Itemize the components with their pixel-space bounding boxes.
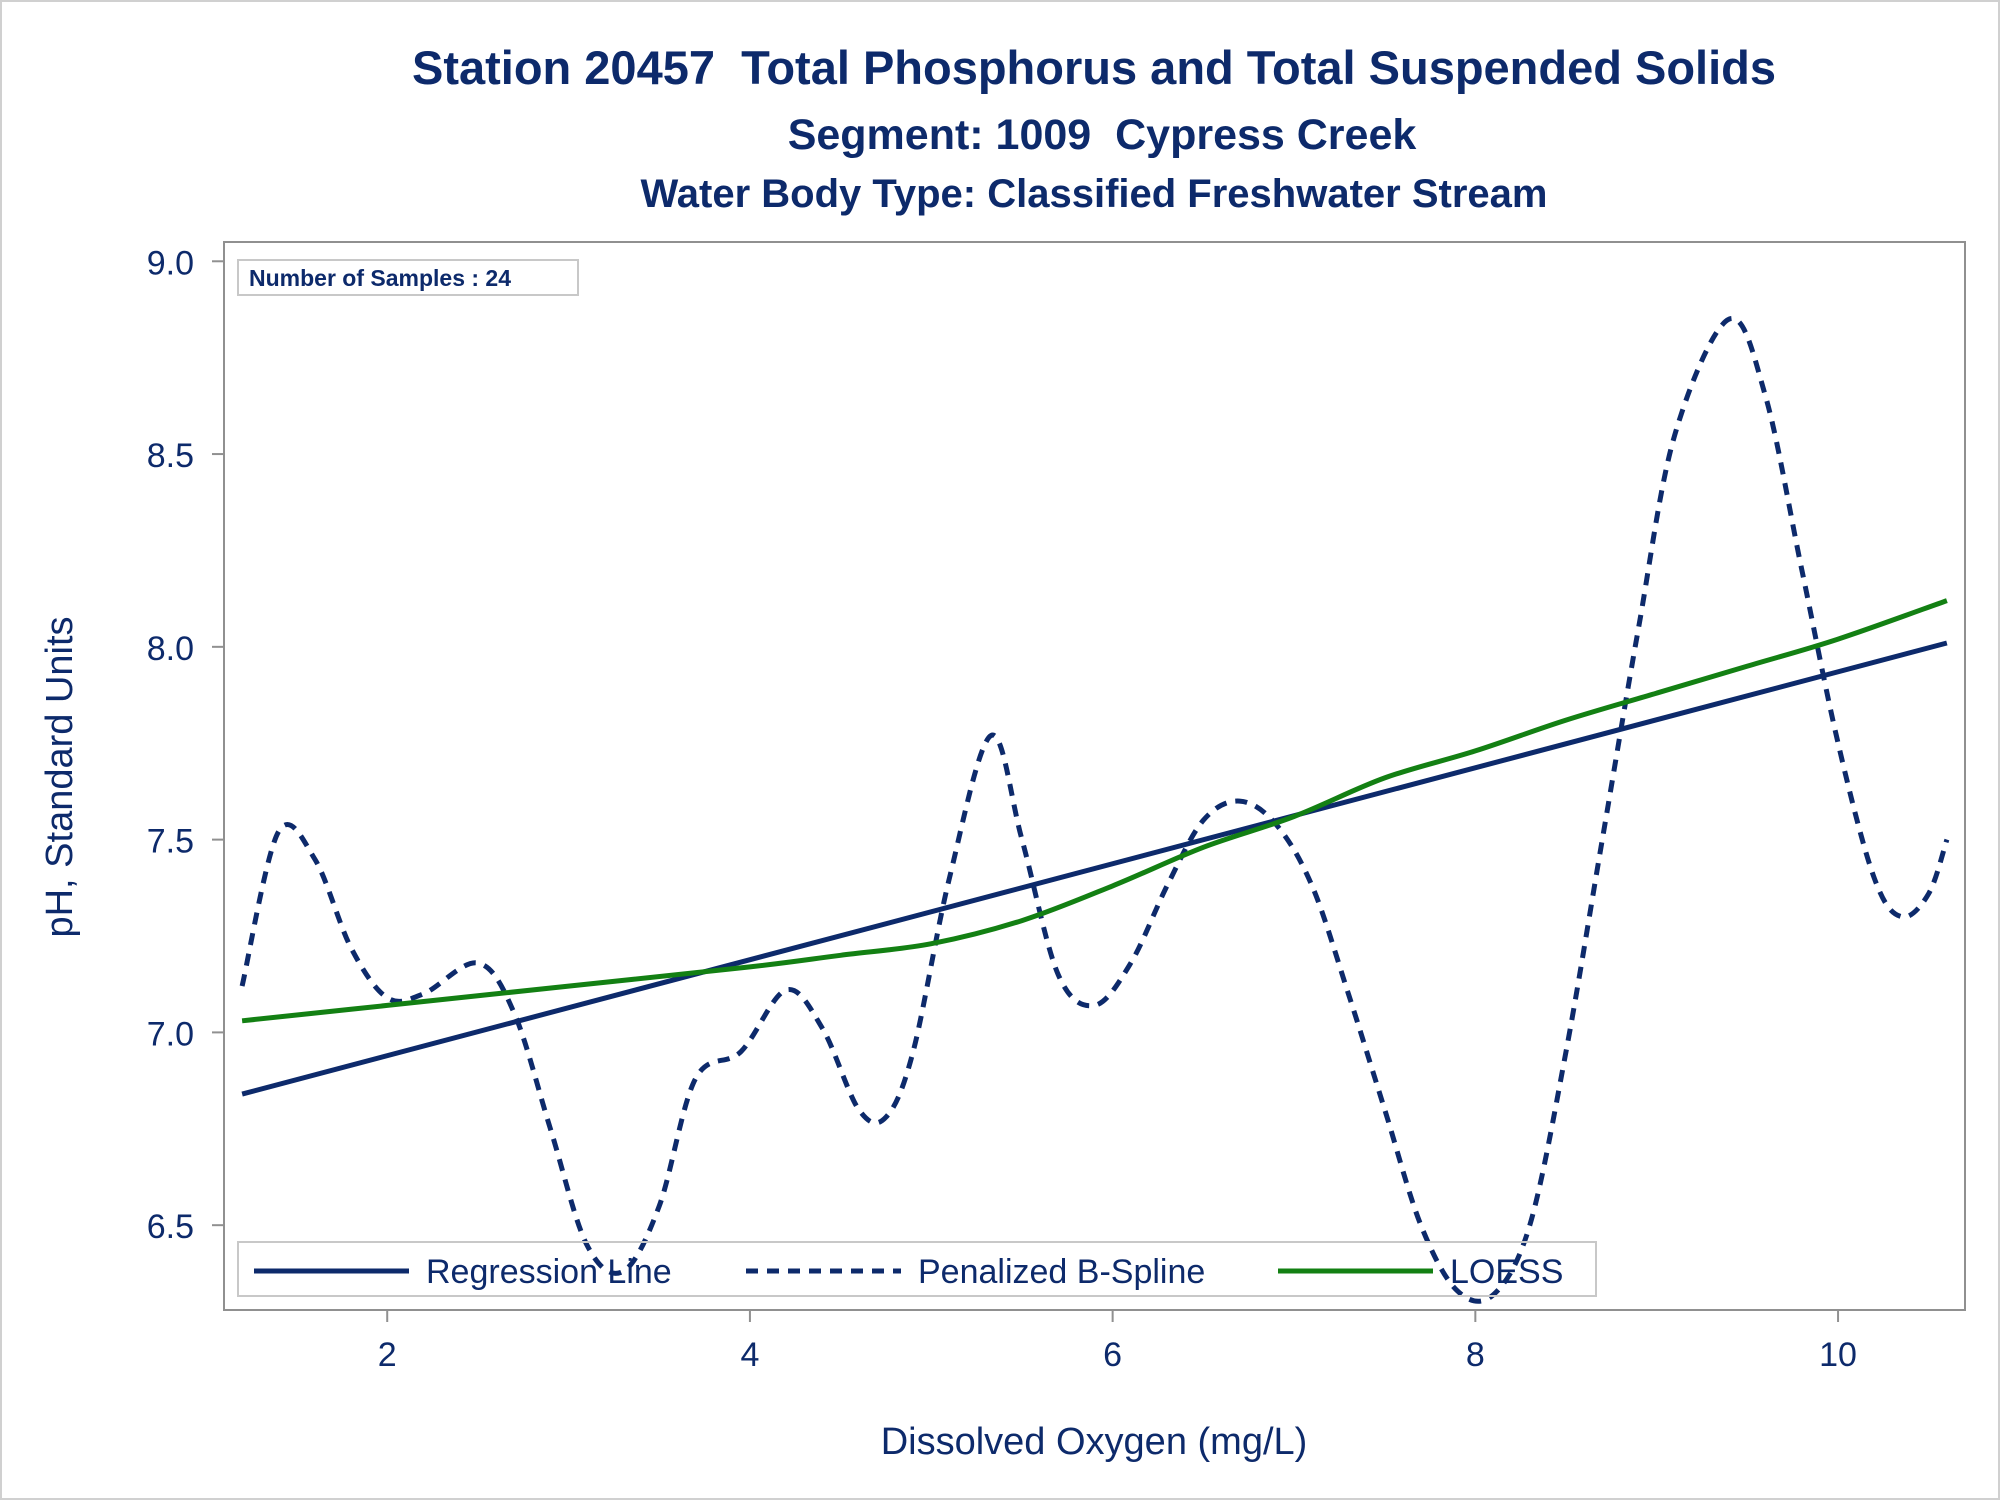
legend-label: Regression Line [426,1253,672,1291]
regression-line [241,640,1948,1097]
x-tick-label: 4 [740,1336,759,1374]
x-axis-label: Dissolved Oxygen (mg/L) [881,1421,1308,1463]
legend: Regression Line Penalized B-Spline LOESS [237,1241,1597,1297]
sample-count-label: Number of Samples : 24 [249,265,511,291]
chart-title: Station 20457 Total Phosphorus and Total… [412,41,1776,94]
legend-box [237,1241,1597,1297]
y-tick-label: 8.5 [147,437,194,475]
y-tick-label: 8.0 [147,630,194,668]
legend-item-regression: Regression Line [254,1253,672,1291]
legend-label: Penalized B-Spline [918,1253,1205,1291]
y-tick-label: 7.0 [147,1015,194,1053]
y-tick-label: 9.0 [147,244,194,282]
x-tick-label: 8 [1466,1336,1485,1374]
chart-subtitle: Segment: 1009 Cypress Creek [788,111,1417,159]
sample-count-box: Number of Samples : 24 [237,259,579,296]
series-layer [239,316,1950,1304]
chart-subtitle-2: Water Body Type: Classified Freshwater S… [641,172,1548,216]
x-axis: 2 4 6 8 10 [378,1310,1857,1374]
penalized-b-spline-line [239,316,1950,1304]
y-tick-label: 6.5 [147,1208,194,1246]
x-tick-label: 6 [1103,1336,1122,1374]
y-axis-label: pH, Standard Units [39,616,81,937]
x-tick-label: 10 [1819,1336,1857,1374]
y-tick-label: 7.5 [147,823,194,861]
x-tick-label: 2 [378,1336,397,1374]
loess-line [241,598,1948,1024]
y-axis: 6.5 7.0 7.5 8.0 8.5 9.0 [147,244,224,1246]
legend-item-loess: LOESS [1278,1253,1563,1291]
legend-item-b-spline: Penalized B-Spline [746,1253,1205,1291]
legend-label: LOESS [1450,1253,1563,1291]
plot-area [223,241,1966,1311]
